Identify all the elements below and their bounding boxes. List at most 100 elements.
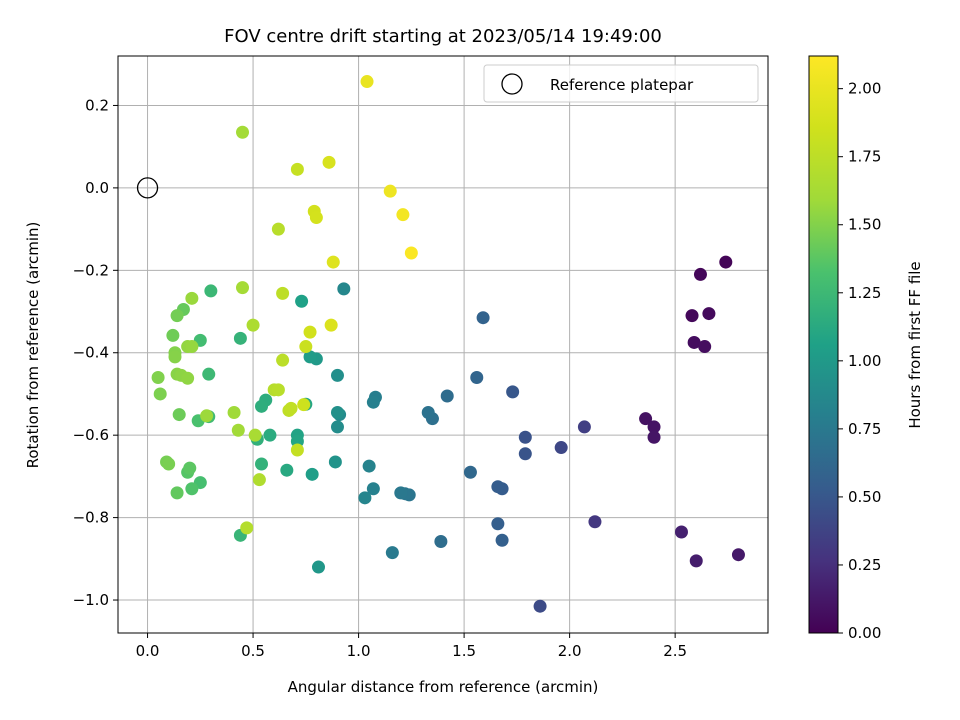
x-axis-label: Angular distance from reference (arcmin) (288, 678, 599, 696)
data-point (491, 480, 505, 494)
data-point (533, 599, 547, 613)
grid (118, 56, 768, 633)
data-point (240, 521, 254, 535)
data-point (330, 420, 344, 434)
data-point (236, 281, 250, 295)
data-point (295, 294, 309, 308)
chart-title: FOV centre drift starting at 2023/05/14 … (224, 26, 662, 47)
legend: Reference platepar (483, 64, 759, 103)
data-point (518, 430, 532, 444)
data-point (647, 430, 661, 444)
data-point (689, 554, 703, 568)
colorbar-tick-label: 1.75 (848, 148, 881, 166)
data-point (326, 255, 340, 269)
data-point (440, 389, 454, 403)
data-point (324, 318, 338, 332)
data-point (421, 406, 435, 420)
data-point (276, 286, 290, 300)
data-point (404, 246, 418, 260)
data-point (202, 367, 216, 381)
data-point (248, 428, 262, 442)
legend-label: Reference platepar (550, 76, 694, 94)
data-point (252, 473, 266, 487)
colorbar-tick-label: 1.00 (848, 352, 881, 370)
data-point (639, 412, 653, 426)
data-point (255, 399, 269, 413)
data-point (554, 441, 568, 455)
data-point (284, 401, 298, 415)
colorbar-gradient (808, 55, 839, 634)
data-point (309, 211, 323, 225)
data-point (166, 328, 180, 342)
data-point (495, 533, 509, 547)
data-point (263, 428, 277, 442)
data-point (185, 482, 199, 496)
data-points (151, 75, 745, 613)
data-point (330, 406, 344, 420)
data-point (204, 284, 218, 298)
data-point (233, 331, 247, 345)
colorbar-tick-label: 0.00 (848, 624, 881, 642)
data-point (702, 307, 716, 321)
x-tick-label: 1.5 (452, 642, 476, 660)
data-point (698, 340, 712, 354)
colorbar-tick-label: 1.50 (848, 216, 881, 234)
data-point (153, 387, 167, 401)
data-point (360, 75, 374, 89)
data-point (271, 383, 285, 397)
colorbar-tick-label: 2.00 (848, 80, 881, 98)
data-point (518, 447, 532, 461)
colorbar-tick-label: 0.25 (848, 556, 881, 574)
y-tick-label: −0.6 (73, 426, 109, 444)
colorbar-tick-label: 0.50 (848, 488, 881, 506)
data-point (227, 406, 241, 420)
data-point (271, 222, 285, 236)
data-point (305, 467, 319, 481)
data-point (290, 162, 304, 176)
legend-marker (501, 73, 523, 95)
data-point (172, 408, 186, 422)
data-point (151, 370, 165, 384)
data-point (231, 423, 245, 437)
data-point (506, 385, 520, 399)
data-point (463, 465, 477, 479)
x-tick-label: 2.0 (558, 642, 582, 660)
data-point (470, 370, 484, 384)
x-tick-label: 1.0 (347, 642, 371, 660)
data-point (476, 311, 490, 325)
data-point (328, 455, 342, 469)
y-tick-label: −1.0 (73, 591, 109, 609)
data-point (731, 548, 745, 562)
x-tick-label: 2.5 (663, 642, 687, 660)
data-point (687, 335, 701, 349)
y-axis-label: Rotation from reference (arcmin) (24, 222, 42, 469)
data-point (276, 353, 290, 367)
data-point (246, 318, 260, 332)
data-point (322, 155, 336, 169)
x-tick-label: 0.5 (241, 642, 265, 660)
data-point (366, 395, 380, 409)
data-point (366, 482, 380, 496)
data-point (337, 282, 351, 296)
data-point (170, 486, 184, 500)
x-tick-label: 0.0 (136, 642, 160, 660)
data-point (181, 371, 195, 385)
y-tick-label: −0.2 (73, 261, 109, 279)
data-point (434, 535, 448, 549)
colorbar-tick-label: 1.25 (848, 284, 881, 302)
data-point (358, 491, 372, 505)
data-point (491, 517, 505, 531)
data-point (311, 560, 325, 574)
data-point (362, 459, 376, 473)
reference-platepar-point (136, 177, 159, 199)
data-point (330, 368, 344, 382)
data-point (719, 255, 733, 269)
data-point (385, 546, 399, 560)
data-point (383, 184, 397, 198)
data-point (674, 525, 688, 539)
data-point (185, 340, 199, 354)
data-point (588, 515, 602, 529)
data-point (290, 443, 304, 457)
data-point (685, 309, 699, 323)
